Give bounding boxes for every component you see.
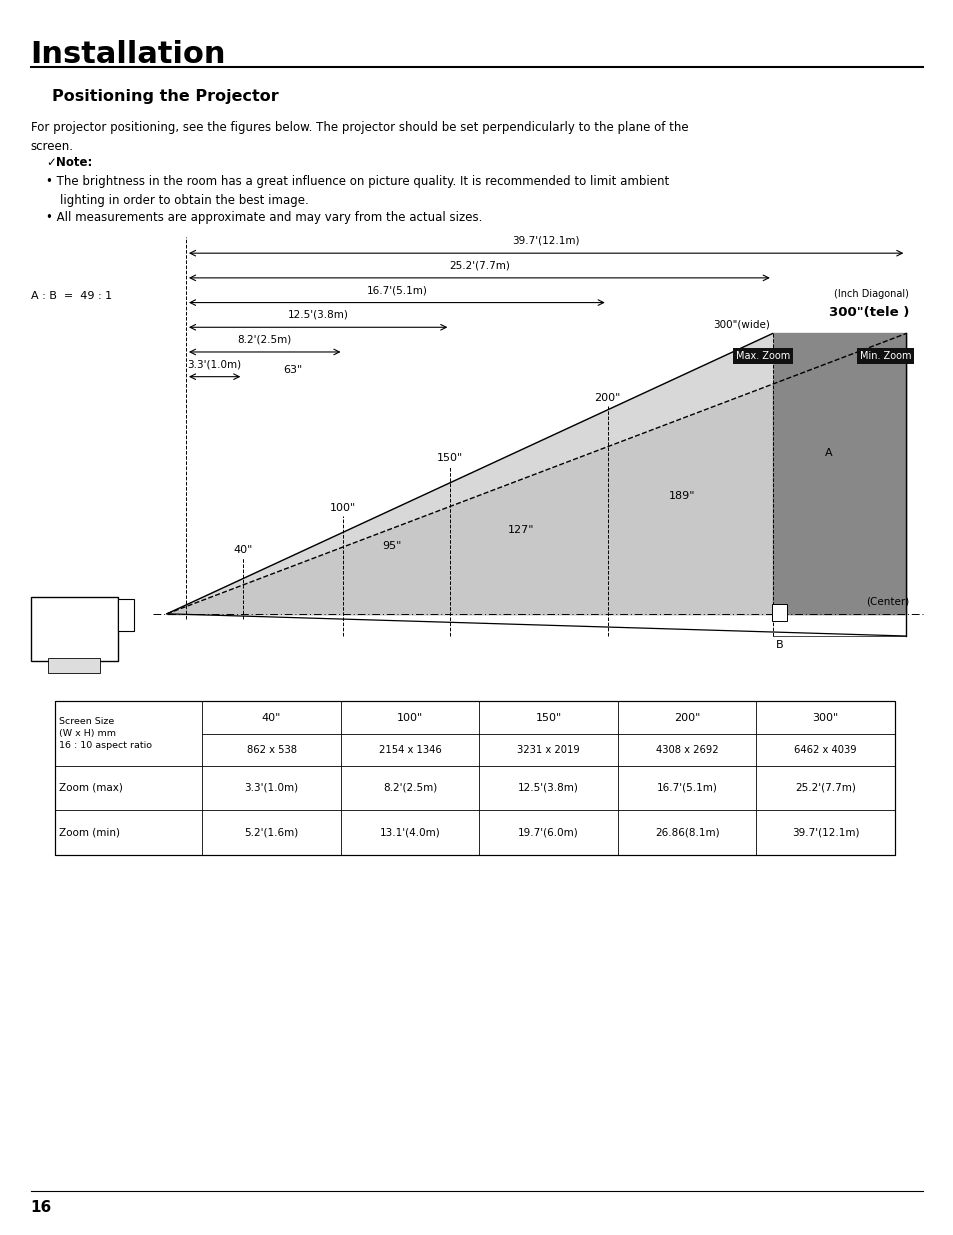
Bar [48, 658, 100, 673]
Text: Positioning the Projector: Positioning the Projector [52, 89, 279, 104]
Text: Screen Size
(W x H) mm
16 : 10 aspect ratio: Screen Size (W x H) mm 16 : 10 aspect ra… [59, 718, 152, 750]
Text: Zoom (max): Zoom (max) [59, 783, 123, 793]
Text: 189": 189" [668, 492, 695, 501]
Polygon shape [167, 333, 772, 614]
Text: 25.2'(7.7m): 25.2'(7.7m) [794, 783, 855, 793]
Bar [55, 701, 894, 855]
Text: • The brightness in the room has a great influence on picture quality. It is rec: • The brightness in the room has a great… [46, 175, 668, 189]
Text: A : B  =  49 : 1: A : B = 49 : 1 [30, 291, 112, 301]
Text: Min. Zoom: Min. Zoom [859, 351, 910, 361]
Bar [30, 597, 118, 661]
Text: B: B [775, 640, 782, 650]
Text: 2154 x 1346: 2154 x 1346 [378, 745, 441, 755]
Text: 300": 300" [812, 713, 838, 722]
Text: 8.2'(2.5m): 8.2'(2.5m) [237, 335, 292, 345]
Text: Installation: Installation [30, 40, 226, 68]
Text: 100": 100" [396, 713, 423, 722]
Text: screen.: screen. [30, 140, 73, 153]
Text: 25.2'(7.7m): 25.2'(7.7m) [449, 261, 509, 270]
Text: 862 x 538: 862 x 538 [246, 745, 296, 755]
Text: 5.2'(1.6m): 5.2'(1.6m) [244, 827, 298, 837]
Text: lighting in order to obtain the best image.: lighting in order to obtain the best ima… [60, 194, 309, 207]
Text: 16.7'(5.1m): 16.7'(5.1m) [366, 285, 427, 295]
Text: 3.3'(1.0m): 3.3'(1.0m) [188, 359, 241, 369]
Text: Max. Zoom: Max. Zoom [736, 351, 789, 361]
Text: 16.7'(5.1m): 16.7'(5.1m) [656, 783, 717, 793]
Text: Zoom (min): Zoom (min) [59, 827, 120, 837]
Text: 200": 200" [673, 713, 700, 722]
Text: 19.7'(6.0m): 19.7'(6.0m) [517, 827, 578, 837]
Text: 300"(wide): 300"(wide) [712, 320, 769, 330]
Text: 39.7'(12.1m): 39.7'(12.1m) [512, 236, 579, 246]
Text: 100": 100" [330, 503, 356, 513]
Text: 150": 150" [535, 713, 561, 722]
Text: 39.7'(12.1m): 39.7'(12.1m) [791, 827, 859, 837]
Polygon shape [167, 333, 772, 614]
Text: 26.86(8.1m): 26.86(8.1m) [654, 827, 719, 837]
Text: 40": 40" [261, 713, 281, 722]
Polygon shape [167, 333, 905, 614]
Text: 3.3'(1.0m): 3.3'(1.0m) [244, 783, 298, 793]
Bar [118, 599, 133, 631]
Text: 300"(tele ): 300"(tele ) [828, 305, 908, 319]
Text: 12.5'(3.8m): 12.5'(3.8m) [288, 310, 348, 320]
Bar [771, 604, 786, 621]
Text: (Center): (Center) [865, 597, 908, 606]
Text: • All measurements are approximate and may vary from the actual sizes.: • All measurements are approximate and m… [46, 211, 481, 225]
Text: 6462 x 4039: 6462 x 4039 [794, 745, 856, 755]
Text: 13.1'(4.0m): 13.1'(4.0m) [379, 827, 440, 837]
Text: 8.2'(2.5m): 8.2'(2.5m) [382, 783, 436, 793]
Text: 127": 127" [507, 525, 534, 535]
Text: 12.5'(3.8m): 12.5'(3.8m) [517, 783, 578, 793]
Text: (Inch Diagonal): (Inch Diagonal) [834, 289, 908, 299]
Text: 95": 95" [381, 541, 401, 551]
Text: 4308 x 2692: 4308 x 2692 [655, 745, 718, 755]
Text: 16: 16 [30, 1200, 51, 1215]
Text: 200": 200" [594, 393, 620, 403]
Text: 150": 150" [436, 453, 463, 463]
Text: For projector positioning, see the figures below. The projector should be set pe: For projector positioning, see the figur… [30, 121, 687, 135]
Text: 3231 x 2019: 3231 x 2019 [517, 745, 579, 755]
Text: 40": 40" [233, 545, 253, 555]
Text: ✓Note:: ✓Note: [46, 156, 92, 169]
Text: 63": 63" [283, 364, 303, 374]
Text: A: A [824, 448, 832, 458]
Bar [55, 701, 894, 855]
Polygon shape [772, 333, 905, 614]
